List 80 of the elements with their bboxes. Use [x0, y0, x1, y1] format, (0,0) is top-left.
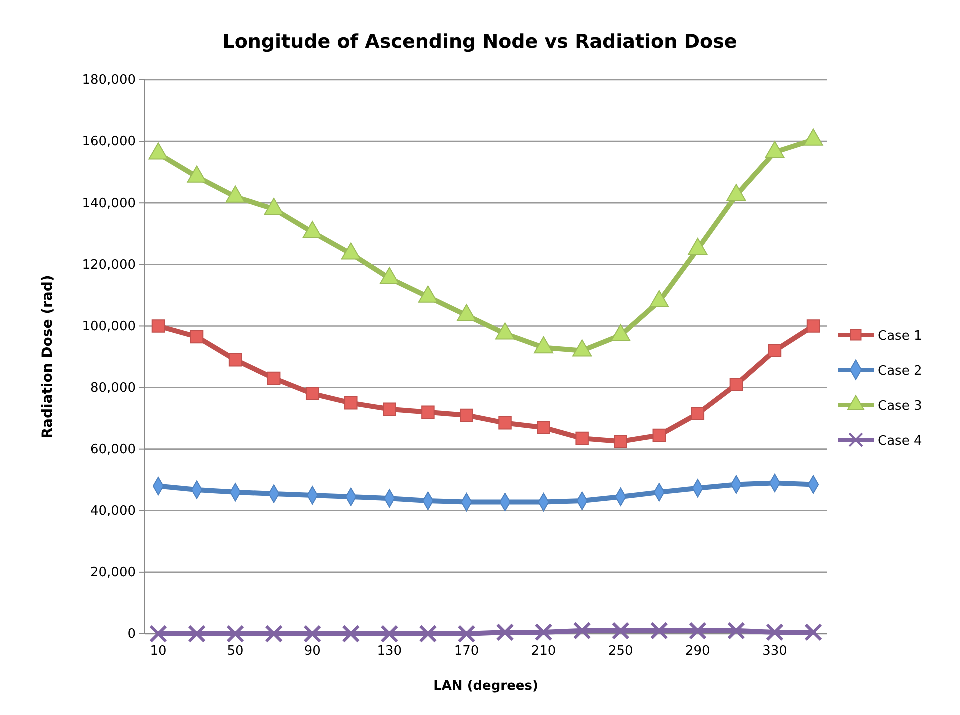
y-tick-label: 40,000 [90, 504, 136, 520]
y-tick-label: 160,000 [82, 134, 136, 150]
point [768, 344, 782, 358]
point [383, 402, 396, 416]
legend-label: Case 4 [878, 434, 922, 449]
y-tick-label: 60,000 [90, 442, 136, 458]
point [726, 184, 746, 202]
point [418, 286, 438, 303]
y-tick-label: 80,000 [90, 380, 136, 396]
point [226, 186, 246, 203]
point [495, 322, 516, 340]
y-tick-label: 100,000 [82, 319, 136, 334]
point [534, 623, 553, 642]
x-tick-label: 170 [454, 644, 480, 660]
point [458, 624, 476, 644]
point [460, 408, 474, 422]
point [688, 622, 707, 640]
point [652, 428, 666, 442]
point [188, 624, 206, 644]
point [766, 623, 784, 642]
point [190, 330, 204, 344]
point [149, 624, 168, 644]
x-tick-label: 130 [377, 644, 402, 660]
legend-label: Case 3 [878, 399, 922, 414]
point [765, 141, 785, 158]
point [806, 320, 820, 333]
x-tick-label: 90 [304, 644, 321, 660]
point [650, 290, 670, 308]
point [804, 128, 824, 146]
point [419, 624, 438, 644]
point [306, 387, 320, 401]
point [302, 221, 322, 238]
point [264, 198, 284, 216]
chart-title: Longitude of Ascending Node vs Radiation Dose [222, 31, 738, 53]
x-tick-label: 10 [150, 644, 167, 660]
x-tick-label: 330 [762, 644, 788, 660]
point [228, 353, 242, 367]
y-tick-label: 140,000 [82, 196, 136, 212]
y-tick-label: 0 [128, 627, 136, 642]
point [304, 624, 322, 644]
x-tick-label: 290 [686, 644, 710, 660]
point [534, 336, 554, 354]
point [572, 340, 592, 357]
y-tick-label: 20,000 [90, 566, 136, 581]
point [456, 304, 477, 322]
point [380, 624, 399, 644]
legend-label: Case 2 [878, 364, 922, 379]
point [498, 416, 512, 430]
point [730, 378, 744, 392]
point [344, 396, 358, 410]
point [422, 406, 435, 420]
point [611, 324, 631, 342]
point [576, 432, 589, 446]
x-tick-label: 210 [531, 644, 556, 660]
point [727, 622, 746, 640]
point [226, 624, 245, 644]
point [341, 242, 361, 260]
y-tick-label: 180,000 [82, 73, 136, 88]
x-tick-label: 250 [608, 644, 634, 660]
legend-label: Case 1 [878, 329, 922, 344]
point [614, 435, 628, 448]
point [612, 622, 630, 640]
point [152, 320, 166, 333]
point [537, 421, 550, 434]
point [804, 623, 823, 642]
point [380, 267, 400, 284]
point [265, 624, 284, 644]
point [267, 372, 281, 386]
point [187, 166, 207, 183]
point [691, 407, 705, 421]
x-axis-title: LAN (degrees) [434, 679, 538, 694]
y-axis-title: Radiation Dose (rad) [40, 275, 56, 439]
point [148, 142, 168, 160]
point [496, 623, 514, 642]
point [650, 622, 668, 640]
x-tick-label: 50 [227, 644, 244, 660]
y-tick-label: 120,000 [82, 258, 136, 273]
point [573, 622, 592, 640]
point [342, 624, 360, 644]
point [688, 238, 708, 256]
